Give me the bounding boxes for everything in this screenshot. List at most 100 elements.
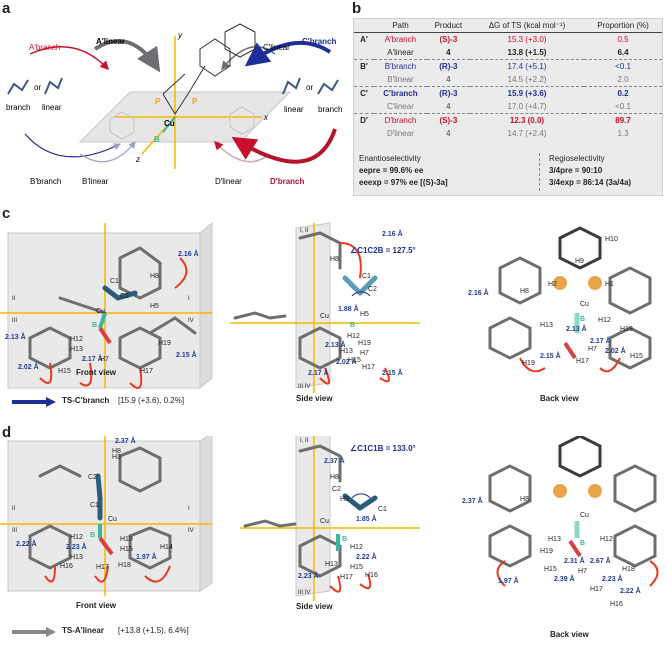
atom-label: H5 (150, 303, 159, 310)
atom-label: H12 (347, 333, 360, 340)
atom-p1: P (155, 97, 161, 106)
substrate-front-d (95, 473, 103, 521)
quadrant-III-IV-d: III IV (298, 590, 311, 596)
red-arrow-front-d-1 (44, 565, 56, 583)
red-arrow-back-c-2 (599, 357, 621, 373)
label-b-linear: B′linear (82, 177, 109, 186)
side-view-label-d: Side view (296, 602, 333, 611)
angle-label-c: ∠C1C2B = 127.5° (350, 246, 416, 255)
label-a-linear: A′linear (96, 37, 125, 46)
red-arrow-side-c-3 (379, 367, 390, 383)
side-view-box-c (230, 222, 420, 393)
quadrant-IV-d: IV (188, 528, 194, 534)
table-cell-prop: 2.0 (584, 73, 662, 87)
quadrant-II-c: II (12, 296, 16, 302)
atom-label: H15 (630, 353, 643, 360)
atom-label: Cu (320, 313, 329, 320)
red-bond-front-d (98, 536, 114, 556)
distance-label: 2.15 Å (176, 352, 197, 359)
distance-label: 2.13 Å (566, 326, 587, 333)
table-cell-path: A′linear (374, 46, 427, 60)
arrow-a-linear (93, 39, 161, 73)
ghost-molecule (109, 106, 255, 140)
red-bond-back-d (568, 539, 582, 558)
atom-label: H9 (575, 258, 584, 265)
table-cell-path: A′branch (384, 34, 417, 44)
quadrant-I-II-c: I, II (300, 228, 309, 234)
arrow-b-branch (24, 133, 122, 158)
atom-label: Cu (96, 308, 105, 315)
distance-label: 2.37 Å (115, 438, 136, 445)
table-cell-prop: 0.5 (617, 34, 629, 44)
distance-label: 2.37 Å (324, 458, 345, 465)
distance-label: 2.02 Å (336, 359, 357, 366)
molecule-front-d (28, 446, 172, 570)
group-label (354, 73, 374, 87)
table-cell-product: (R)-3 (439, 88, 458, 98)
group-label: C′ (360, 88, 368, 98)
table-cell-dg: 12.3 (0.0) (509, 115, 545, 125)
energy-table-panel: Path Product ΔG of TS (kcal mol⁻¹) Propo… (353, 18, 663, 196)
atom-label: H10 (605, 236, 618, 243)
group-label (354, 127, 374, 140)
distance-label: 2.16 Å (382, 231, 403, 238)
atom-label: H5 (360, 311, 369, 318)
red-arrow-front-c-1 (39, 362, 53, 384)
label-c-branch: C′branch (302, 37, 336, 46)
atom-label: H3 (340, 496, 349, 503)
quadrant-III-IV-c: III IV (298, 384, 311, 390)
atom-label: Cu (320, 518, 329, 525)
atom-label: H18 (118, 562, 131, 569)
atom-label: H7 (100, 356, 109, 363)
alkene-icon-branch-right (317, 79, 339, 95)
table-cell-prop: 0.2 (617, 88, 629, 98)
red-arrow-side-d-1 (329, 575, 342, 593)
alkene-icon-branch-left (7, 79, 29, 95)
axis-label-y: y (177, 31, 183, 40)
panel-label-d: d (2, 424, 12, 441)
p-atom-back-d-1 (553, 484, 567, 498)
atom-label: B (580, 316, 586, 323)
table-cell-path: C′linear (374, 100, 427, 114)
atom-label: H8 (520, 496, 529, 503)
quadrant-I-c: I (188, 296, 190, 302)
group-label (354, 46, 374, 60)
atom-label: C1 (90, 502, 99, 509)
atom-label: H3 (112, 454, 121, 461)
atom-label: H16 (365, 572, 378, 579)
distance-label: 2.17 Å (308, 370, 329, 377)
quadrant-II-d: II (12, 506, 16, 512)
label-a-branch: A′branch (29, 43, 60, 52)
distance-label: 2.67 Å (590, 558, 611, 565)
panel-label-a: a (2, 0, 11, 17)
table-cell-path: C′branch (383, 88, 418, 98)
panel-label-b: b (352, 0, 362, 17)
table-cell-dg: 17.0 (+4.7) (469, 100, 585, 114)
red-arrow-front-d-2 (94, 565, 109, 583)
table-cell-product: (S)-3 (439, 115, 458, 125)
col-header-path: Path (374, 19, 427, 33)
label-b-branch: B′branch (30, 177, 61, 186)
red-bond-front-c (98, 326, 112, 345)
atom-label: C2 (120, 293, 129, 300)
atom-label: H18 (620, 326, 633, 333)
distance-label: 2.15 Å (382, 370, 403, 377)
atom-label: H16 (60, 563, 73, 570)
label-linear-left: linear (42, 103, 62, 112)
red-arrow-front-d-3 (144, 565, 171, 583)
distance-label: 2.22 Å (16, 541, 37, 548)
table-cell-product: 4 (426, 73, 470, 87)
distance-label: 2.17 Å (82, 356, 103, 363)
red-arrow-front-c-2 (79, 362, 93, 387)
quadrant-III-c: III (12, 318, 18, 324)
angle-label-d: ∠C1C1B = 133.0° (350, 444, 416, 453)
distance-label: 1.97 Å (498, 578, 519, 585)
quadrant-III-d: III (12, 528, 18, 534)
atom-label: H13 (70, 346, 83, 353)
atom-label: B (342, 536, 348, 543)
distance-label: 2.02 Å (18, 364, 39, 371)
table-cell-product: (S)-3 (439, 34, 458, 44)
front-view-box-d (0, 436, 213, 596)
substrate-side-d (342, 493, 378, 511)
group-label (354, 100, 374, 114)
